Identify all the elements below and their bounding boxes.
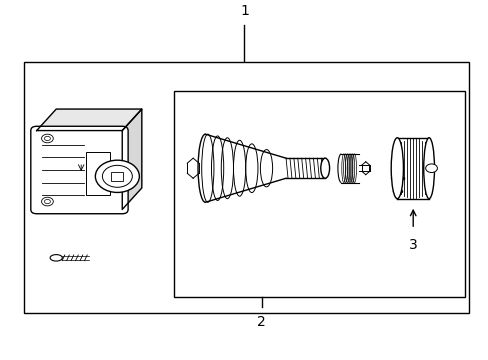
Ellipse shape xyxy=(320,158,329,178)
Ellipse shape xyxy=(390,138,403,199)
Polygon shape xyxy=(122,109,142,210)
Polygon shape xyxy=(37,109,142,131)
Ellipse shape xyxy=(50,255,62,261)
Circle shape xyxy=(44,199,50,204)
Circle shape xyxy=(102,165,132,187)
Circle shape xyxy=(44,136,50,141)
Circle shape xyxy=(425,164,436,172)
Ellipse shape xyxy=(423,138,433,199)
Circle shape xyxy=(41,134,53,143)
Text: 2: 2 xyxy=(257,315,265,329)
Bar xyxy=(24,63,468,314)
Bar xyxy=(111,172,123,181)
Circle shape xyxy=(41,197,53,206)
FancyBboxPatch shape xyxy=(31,126,128,214)
Text: 3: 3 xyxy=(408,238,417,252)
Text: 1: 1 xyxy=(240,4,248,18)
Bar xyxy=(173,91,464,297)
Bar xyxy=(86,152,110,195)
Circle shape xyxy=(95,160,139,193)
